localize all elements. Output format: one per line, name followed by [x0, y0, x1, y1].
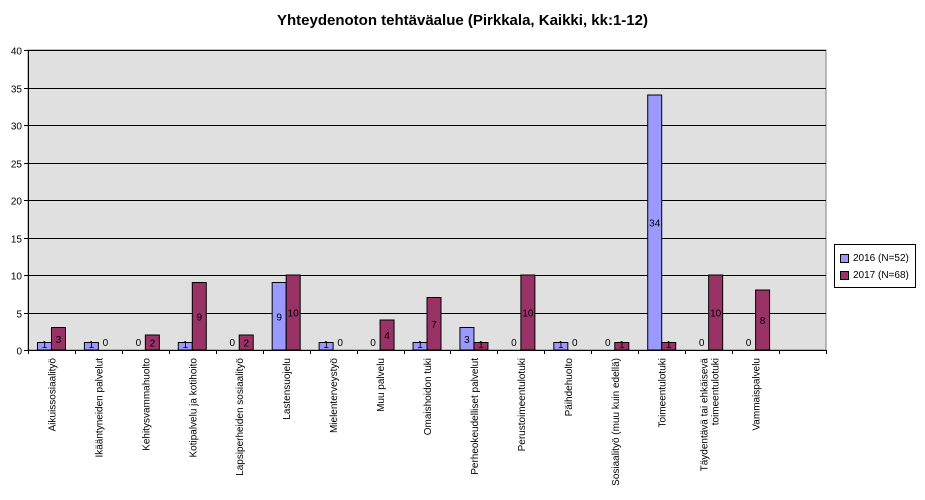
data-label: 0: [605, 338, 611, 349]
x-tick-label: Täydentävä tai ehkäisevätoimeentulotuki: [700, 358, 722, 472]
bar-2017: [661, 342, 677, 351]
data-label: 1: [323, 340, 329, 351]
data-label: 1: [89, 340, 95, 351]
x-tick-label: Kehitysvammahuolto: [141, 358, 152, 451]
x-tick-label: Kotipalvelu ja kotihoito: [188, 358, 199, 458]
data-label: 1: [183, 340, 189, 351]
bar-2017: [473, 342, 489, 351]
bar-2016: [459, 327, 475, 351]
x-tick-label: Mielenterveystyö: [329, 358, 340, 433]
data-label: 3: [56, 335, 62, 346]
data-label: 0: [136, 338, 142, 349]
x-tick-label: Sosiaalityö (muu kuin edellä): [611, 358, 622, 486]
bar-2017: [50, 327, 66, 351]
data-label: 9: [197, 312, 203, 323]
y-tick-label: 25: [11, 160, 23, 171]
legend: 2016 (N=52) 2017 (N=68): [834, 244, 916, 288]
data-label: 10: [522, 309, 534, 320]
x-tick-label: Muu palvelu: [376, 358, 387, 412]
bar-2017: [285, 274, 301, 351]
data-label: 0: [699, 338, 705, 349]
bar-2017: [755, 289, 771, 351]
legend-swatch-2017: [840, 271, 849, 280]
legend-item-2017: 2017 (N=68): [835, 267, 915, 284]
y-tick-label: 35: [11, 85, 23, 96]
x-tick-label: Perustoimeentulotuki: [517, 358, 528, 451]
y-tick-label: 10: [11, 272, 23, 283]
bar-2017: [426, 297, 442, 351]
x-tick-label: Toimeentulotuki: [658, 358, 669, 427]
y-tick-label: 40: [11, 47, 23, 58]
y-tick-label: 30: [11, 122, 23, 133]
data-label: 0: [746, 338, 752, 349]
data-label: 2: [150, 339, 156, 350]
bar-2017: [379, 319, 395, 351]
bar-2016: [83, 342, 99, 351]
data-label: 10: [710, 309, 722, 320]
bar-2016: [318, 342, 334, 351]
data-label: 0: [511, 338, 517, 349]
data-label: 0: [337, 338, 343, 349]
chart-title: Yhteydenoton tehtäväalue (Pirkkala, Kaik…: [277, 12, 648, 29]
legend-label-2016: 2016 (N=52): [853, 253, 909, 264]
data-label: 1: [619, 340, 625, 351]
x-tick-label: Aikuissosiaalityö: [47, 358, 58, 432]
data-label: 1: [666, 340, 672, 351]
data-label: 2: [243, 339, 249, 350]
bar-2017: [520, 274, 536, 351]
y-tick-label: 15: [11, 235, 23, 246]
legend-label-2017: 2017 (N=68): [853, 270, 909, 281]
x-tick-label: Päihdehuolto: [564, 358, 575, 417]
data-label: 4: [384, 331, 390, 342]
data-label: 34: [649, 219, 661, 230]
x-tick-label-line: toimeentulotuki: [711, 358, 722, 425]
x-tick-label-line: Täydentävä tai ehkäisevä: [700, 358, 711, 472]
data-label: 0: [370, 338, 376, 349]
y-tick-label: 20: [11, 197, 23, 208]
data-label: 9: [276, 312, 282, 323]
bar-2017: [614, 342, 630, 351]
x-tick-label: Lastensuojelu: [282, 358, 293, 420]
legend-swatch-2016: [840, 254, 849, 263]
bar-2017: [708, 274, 724, 351]
data-label: 8: [760, 316, 766, 327]
bar-2016: [553, 342, 569, 351]
data-label: 7: [431, 320, 437, 331]
data-label: 10: [288, 309, 300, 320]
data-label: 0: [103, 338, 109, 349]
y-tick-label: 0: [16, 347, 22, 358]
bar-2017: [144, 334, 160, 351]
x-tick-label: Perheokeudelliset palvelut: [470, 358, 481, 475]
data-label: 0: [229, 338, 235, 349]
data-label: 1: [42, 340, 48, 351]
data-label: 0: [572, 338, 578, 349]
bar-2017: [191, 282, 207, 351]
data-label: 1: [478, 340, 484, 351]
y-tick-label: 5: [16, 310, 22, 321]
x-tick-label: Vammaispalvelu: [752, 358, 763, 431]
data-label: 1: [417, 340, 423, 351]
data-label: 1: [558, 340, 564, 351]
x-tick-label: Omaishoidon tuki: [423, 358, 434, 435]
bar-2017: [238, 334, 254, 351]
x-tick-label: Lapsiperheiden sosiaalityö: [235, 358, 246, 476]
data-label: 3: [464, 335, 470, 346]
x-tick-label: Ikääntyneiden palvelut: [94, 358, 105, 458]
legend-item-2016: 2016 (N=52): [835, 250, 915, 267]
bar-2016: [647, 94, 663, 351]
